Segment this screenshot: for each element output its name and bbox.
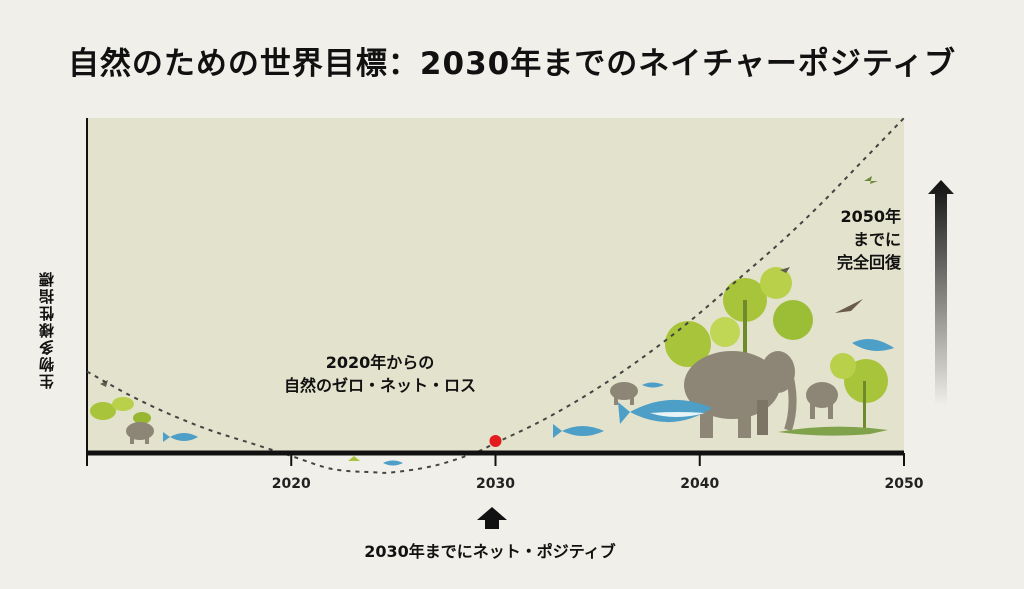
x-tick-label: 2020 <box>272 476 311 492</box>
annotation-line: 2050年 <box>840 207 901 226</box>
shark-icon <box>852 339 894 352</box>
up-arrow-icon <box>477 507 507 529</box>
bird-icon <box>835 299 863 313</box>
x-tick-label: 2040 <box>680 476 719 492</box>
annotation-full-recovery: 2050年 までに 完全回復 <box>806 205 901 274</box>
shark-icon <box>553 424 604 438</box>
bird-icon <box>864 176 878 184</box>
annotation-line: 2020年からの <box>325 353 435 372</box>
wildlife-illustration <box>90 176 894 466</box>
elephant-icon <box>126 422 154 444</box>
plant-icon <box>665 267 888 431</box>
target-2030-marker <box>489 435 502 447</box>
annotation-line: 完全回復 <box>836 253 901 272</box>
elephant-icon <box>610 382 838 419</box>
x-tick-label: 2030 <box>476 476 515 492</box>
crocodile-icon <box>778 426 888 436</box>
page-title: 自然のための世界目標：2030年までのネイチャーポジティブ <box>67 46 957 82</box>
elephant-icon <box>684 351 797 438</box>
x-tick-label: 2050 <box>885 476 924 492</box>
annotation-zero-net-loss: 2020年からの 自然のゼロ・ネット・ロス <box>280 351 480 397</box>
annotation-line: 自然のゼロ・ネット・ロス <box>283 376 476 395</box>
annotation-net-positive: 2030年までにネット・ポジティブ <box>364 542 616 561</box>
plant-icon <box>348 456 360 461</box>
x-ticks: 2020 2030 2040 2050 <box>86 453 924 492</box>
shark-icon <box>618 399 712 424</box>
fish-icon <box>642 382 664 388</box>
plant-icon <box>90 397 151 424</box>
biodiversity-curve <box>86 117 905 474</box>
bird-icon <box>780 267 790 273</box>
annotation-line: までに <box>852 230 901 249</box>
gradient-arrow-icon <box>928 180 954 406</box>
fish-icon <box>383 460 403 466</box>
fish-icon <box>163 432 198 442</box>
